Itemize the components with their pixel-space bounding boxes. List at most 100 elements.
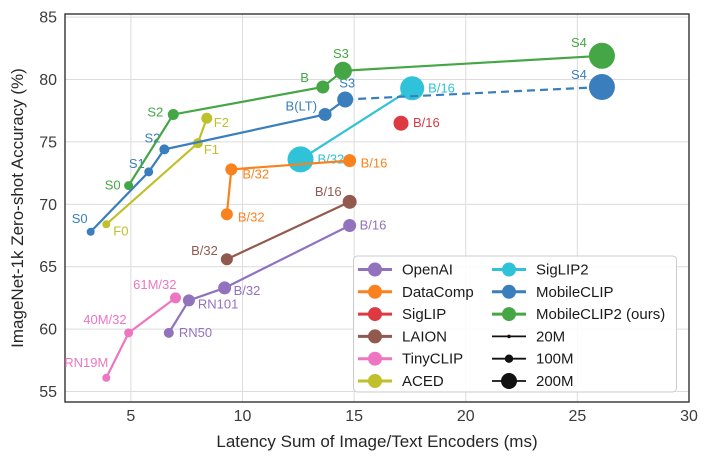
point-label: F1 — [204, 142, 219, 157]
series-line — [226, 200, 351, 261]
point-label: RN19M — [64, 355, 108, 370]
series-datacomp: B/32 B/32 B/16 — [220, 154, 388, 224]
legend-item-label: 20M — [536, 328, 565, 345]
data-point — [343, 154, 357, 168]
point-label: B — [300, 70, 309, 85]
y-axis-title: ImageNet-1k Zero-shot Accuracy (%) — [8, 68, 27, 348]
data-point — [124, 181, 134, 191]
legend-marker-dot — [504, 354, 514, 363]
data-point — [182, 294, 195, 307]
legend-item-label: 200M — [536, 373, 574, 390]
point-label: S3 — [333, 46, 349, 61]
y-tick-label: 85 — [39, 10, 57, 27]
series-tinyclip: RN19M 40M/32 61M/32 — [64, 277, 182, 382]
x-tick-label: 20 — [457, 408, 475, 425]
plot-border — [64, 13, 690, 403]
series-siglip: B/16 — [393, 115, 440, 131]
point-label: B/32 — [234, 283, 261, 298]
x-axis-title: Latency Sum of Image/Text Encoders (ms) — [216, 432, 538, 451]
data-point — [220, 208, 233, 221]
point-label: S4 — [571, 35, 587, 50]
legend-marker-dot — [368, 329, 382, 344]
x-tick-label: 5 — [126, 408, 135, 425]
data-point — [124, 328, 134, 338]
data-point — [144, 167, 154, 177]
point-label: 40M/32 — [83, 312, 126, 327]
series-laion: B/32 B/16 — [191, 184, 357, 266]
data-point — [318, 107, 332, 121]
data-point — [337, 91, 354, 108]
series-mobileclip2-ours-: S0 S2 B S3 S4 — [105, 35, 615, 193]
point-label: RN101 — [198, 296, 238, 311]
y-tick-label: 55 — [39, 384, 57, 401]
point-label: B/32 — [318, 151, 345, 166]
point-label: B/16 — [315, 184, 342, 199]
data-point — [167, 108, 179, 120]
legend-marker-dot — [502, 262, 516, 277]
y-tick-label: 70 — [39, 197, 57, 214]
data-point — [218, 281, 232, 295]
point-label: B/16 — [413, 115, 440, 130]
legend-item-label: LAION — [402, 328, 447, 345]
data-point — [220, 253, 233, 266]
point-label: S0 — [105, 178, 121, 193]
data-point — [342, 194, 357, 209]
x-tick-label: 25 — [568, 408, 586, 425]
point-label: B/32 — [242, 166, 269, 181]
legend-marker-dot — [502, 284, 516, 299]
legend-item-label: ACED — [402, 373, 444, 390]
legend-marker-dot — [368, 351, 382, 366]
point-label: B/16 — [361, 156, 388, 171]
data-point — [163, 327, 174, 338]
legend-marker-dot — [368, 374, 382, 388]
data-point — [225, 163, 238, 176]
legend-item-label: SigLIP — [402, 306, 446, 323]
y-tick-label: 80 — [39, 72, 57, 89]
point-label: S0 — [72, 211, 88, 226]
series-line — [299, 87, 413, 161]
series-line — [105, 297, 177, 379]
legend-item-label: 100M — [536, 351, 574, 368]
y-tick-label: 75 — [39, 134, 57, 151]
point-label: S2 — [147, 104, 163, 119]
legend-marker-dot — [368, 262, 382, 277]
legend-item-label: MobileCLIP2 (ours) — [536, 306, 665, 323]
y-tick-label: 60 — [39, 322, 57, 339]
point-label: B/32 — [238, 209, 265, 224]
data-point — [102, 220, 111, 229]
x-tick-label: 10 — [234, 408, 252, 425]
legend-item-label: TinyCLIP — [402, 351, 463, 368]
point-label: B(LT) — [286, 98, 318, 113]
data-point — [159, 144, 170, 155]
data-point — [86, 227, 95, 236]
point-label: F2 — [214, 115, 229, 130]
data-point — [316, 80, 330, 94]
point-label: S4 — [571, 67, 587, 82]
data-point — [400, 76, 425, 101]
data-point — [343, 219, 357, 233]
series-aced: F0 F1 F2 — [102, 112, 229, 238]
data-point — [102, 373, 111, 382]
data-point — [333, 61, 352, 80]
x-tick-label: 15 — [345, 408, 363, 425]
legend-item-label: MobileCLIP — [536, 284, 614, 301]
data-point — [588, 42, 615, 69]
series-line-dashed — [345, 85, 602, 101]
legend-item-label: OpenAI — [402, 262, 453, 279]
legend-marker-dot — [368, 284, 382, 299]
point-label: B/16 — [428, 80, 455, 95]
legend-marker-dot — [501, 373, 517, 389]
point-label: 61M/32 — [133, 277, 176, 292]
legend-marker-dot — [502, 307, 516, 322]
legend-item-label: DataComp — [402, 284, 474, 301]
data-point — [201, 112, 213, 124]
data-point — [588, 74, 615, 101]
legend-marker-dot — [507, 334, 511, 339]
legend-box — [353, 255, 677, 393]
legend-marker-dot — [368, 307, 382, 322]
legend-item-label: SigLIP2 — [536, 262, 589, 279]
data-point — [393, 115, 409, 131]
